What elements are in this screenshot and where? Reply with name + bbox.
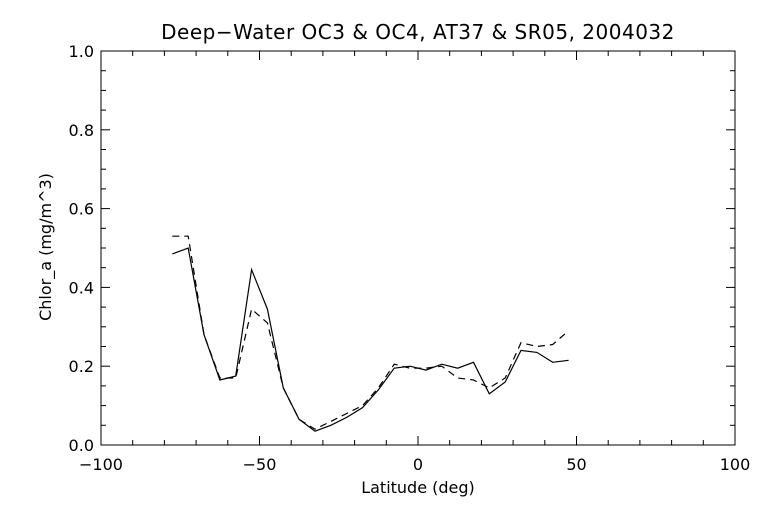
x-tick-label: −50 xyxy=(243,455,277,474)
series-line-solid xyxy=(172,247,569,432)
y-tick-label: 0.4 xyxy=(69,278,94,297)
series-lines xyxy=(172,235,569,432)
x-tick-label: 50 xyxy=(566,455,586,474)
y-axis-label: Chlor_a (mg/m^3) xyxy=(36,173,56,321)
y-tick-label: 0.6 xyxy=(69,200,94,219)
chart-title: Deep−Water OC3 & OC4, AT37 & SR05, 20040… xyxy=(161,20,675,44)
y-tick-label: 0.0 xyxy=(69,436,94,455)
y-tick-labels: 0.0 0.2 0.4 0.6 0.8 1.0 xyxy=(69,42,94,455)
x-tick-label: −100 xyxy=(79,455,123,474)
plot-border xyxy=(100,50,736,446)
axis-ticks xyxy=(100,50,736,446)
y-tick-label: 1.0 xyxy=(69,42,94,61)
y-tick-label: 0.8 xyxy=(69,121,94,140)
x-tick-labels: −100 −50 0 50 100 xyxy=(79,455,750,474)
plot-frame xyxy=(100,50,736,446)
x-tick-label: 100 xyxy=(720,455,751,474)
y-tick-label: 0.2 xyxy=(69,357,94,376)
x-axis-label: Latitude (deg) xyxy=(361,478,475,497)
series-line-dashed xyxy=(172,235,569,430)
x-tick-label: 0 xyxy=(413,455,423,474)
